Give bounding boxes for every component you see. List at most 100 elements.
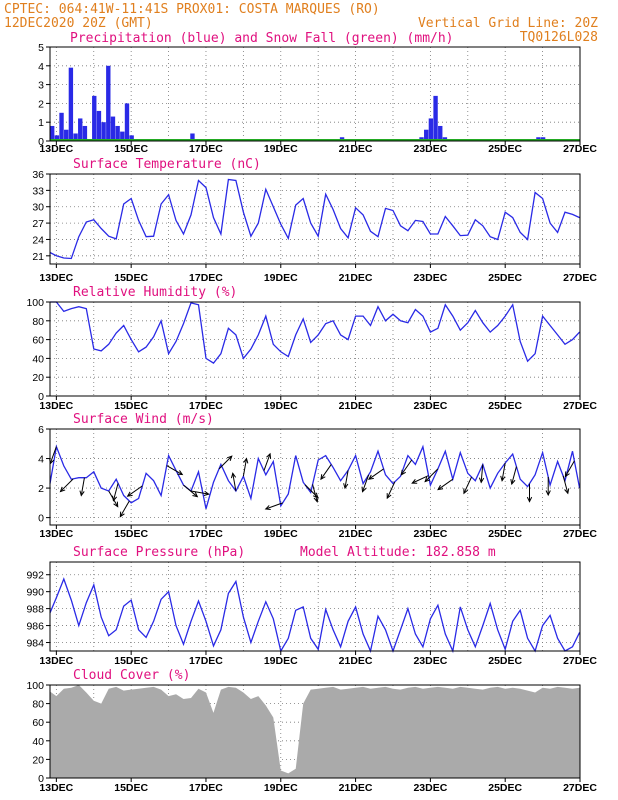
pres-ytick-label: 988 <box>26 604 44 616</box>
precip-xtick-label: 21DEC <box>339 143 373 155</box>
wind-arrow-head <box>59 486 66 493</box>
wind-arrow <box>166 465 183 475</box>
cloud-ytick-label: 60 <box>32 717 44 729</box>
wind-arrow <box>437 478 454 490</box>
wind-arrow-head <box>361 486 367 493</box>
precip-bar <box>106 65 111 141</box>
cloud-xtick-label: 13DEC <box>39 782 73 794</box>
pres-xtick-label: 25DEC <box>488 655 522 667</box>
wind-arrow-head <box>203 490 210 496</box>
precip-bar <box>54 135 60 141</box>
header-station-line: CPTEC: 064:41W-11:41S PROX01: COSTA MARQ… <box>4 2 380 17</box>
temp-xtick-label: 27DEC <box>563 272 597 284</box>
wind-arrow-head <box>424 476 431 483</box>
wind-arrow-head <box>526 496 533 503</box>
cloud-xtick-label: 27DEC <box>563 782 597 794</box>
wind-arrow <box>242 458 247 477</box>
precip-bar <box>78 118 83 141</box>
pres-ytick-label: 984 <box>26 638 44 650</box>
wind-arrow-head <box>119 511 125 518</box>
wind-arrow <box>564 460 575 477</box>
pres-ytick-label: 986 <box>26 621 44 633</box>
cloud-ytick-label: 20 <box>32 754 44 766</box>
wind-arrow-head <box>545 490 551 497</box>
wind-arrow-head <box>243 457 249 464</box>
temp-ytick-label: 21 <box>32 251 44 263</box>
cloud-ytick-label: 0 <box>38 773 44 785</box>
wind-arrow <box>344 470 349 489</box>
precip-xtick-label: 19DEC <box>264 143 298 155</box>
precip-bar <box>73 133 78 141</box>
wind-arrow-head <box>400 469 406 476</box>
wind-arrow-head <box>510 479 516 486</box>
wind-arrow <box>265 502 283 510</box>
precip-frame <box>49 46 581 142</box>
wind-arrow <box>127 485 143 497</box>
cloud-xtick-label: 17DEC <box>189 782 223 794</box>
pres-frame <box>49 561 581 652</box>
temp-xtick-label: 21DEC <box>339 272 373 284</box>
rh-xtick-label: 23DEC <box>413 400 447 412</box>
wind-arrow-head <box>386 493 392 500</box>
wind-arrow <box>463 476 472 494</box>
wind-arrow-head <box>264 505 271 511</box>
pres-xtick-label: 21DEC <box>339 655 373 667</box>
wind-title: Surface Wind (m/s) <box>73 412 214 427</box>
precip-bar <box>428 118 434 141</box>
wind-arrow-head <box>313 496 319 503</box>
temp-xtick-label: 25DEC <box>488 272 522 284</box>
cloud-ytick-label: 100 <box>26 680 44 692</box>
precip-bar <box>115 125 120 141</box>
pres-xtick-label: 15DEC <box>114 655 148 667</box>
header-date-line: 12DEC2020 20Z (GMT) <box>4 16 153 31</box>
wind-arrow <box>263 453 271 471</box>
temp-line <box>49 178 580 260</box>
pres-xtick-label: 13DEC <box>39 655 73 667</box>
precip-bar <box>433 95 438 141</box>
header-grid-line-note: Vertical Grid Line: 20Z <box>418 16 598 31</box>
rh-frame <box>49 301 581 397</box>
rh-xtick-label: 13DEC <box>39 400 73 412</box>
precip-bar <box>190 133 195 141</box>
pres-xtick-label: 19DEC <box>264 655 298 667</box>
rh-xtick-label: 17DEC <box>189 400 223 412</box>
cloud-ytick-label: 40 <box>32 736 44 748</box>
wind-arrow-head <box>226 455 233 462</box>
cloud-panel: Cloud Cover (%) 0 20 40 60 80 100 13DEC 15DEC 17D… <box>26 668 597 794</box>
wind-arrow <box>232 473 237 492</box>
temp-xtick-label: 23DEC <box>413 272 447 284</box>
wind-xtick-label: 23DEC <box>413 528 447 540</box>
temp-ytick-label: 36 <box>32 169 44 181</box>
wind-xtick-label: 17DEC <box>189 528 223 540</box>
wind-arrow-head <box>177 470 184 476</box>
cloud-ytick-label: 80 <box>32 699 44 711</box>
wind-arrow-head <box>192 491 199 498</box>
precip-bar <box>438 125 443 141</box>
rh-xtick-label: 15DEC <box>114 400 148 412</box>
wind-arrow <box>368 468 384 480</box>
wind-arrow <box>386 481 396 499</box>
wind-panel: Surface Wind (m/s) 0 2 4 6 13DEC 15DEC 17DEC 19D… <box>38 412 597 540</box>
wind-arrow-head <box>343 483 349 490</box>
rh-xtick-label: 19DEC <box>264 400 298 412</box>
pres-title: Surface Pressure (hPa) <box>73 545 245 560</box>
wind-arrow <box>562 475 569 494</box>
wind-arrow-head <box>113 501 119 508</box>
wind-arrow <box>112 483 119 501</box>
precip-xtick-label: 25DEC <box>488 143 522 155</box>
precip-xtick-label: 27DEC <box>563 143 597 155</box>
rh-xtick-label: 25DEC <box>488 400 522 412</box>
wind-arrow-head <box>411 478 418 484</box>
wind-xtick-label: 15DEC <box>114 528 148 540</box>
rh-ytick-label: 0 <box>38 391 44 403</box>
wind-arrow <box>411 475 429 484</box>
cloud-xtick-label: 15DEC <box>114 782 148 794</box>
cloud-frame <box>49 684 581 779</box>
temp-xtick-label: 17DEC <box>189 272 223 284</box>
precip-bar <box>92 95 97 141</box>
wind-arrow <box>480 464 484 483</box>
wind-ytick-label: 6 <box>38 424 44 436</box>
rh-title: Relative Humidity (%) <box>73 285 237 300</box>
precip-bar <box>129 135 134 141</box>
